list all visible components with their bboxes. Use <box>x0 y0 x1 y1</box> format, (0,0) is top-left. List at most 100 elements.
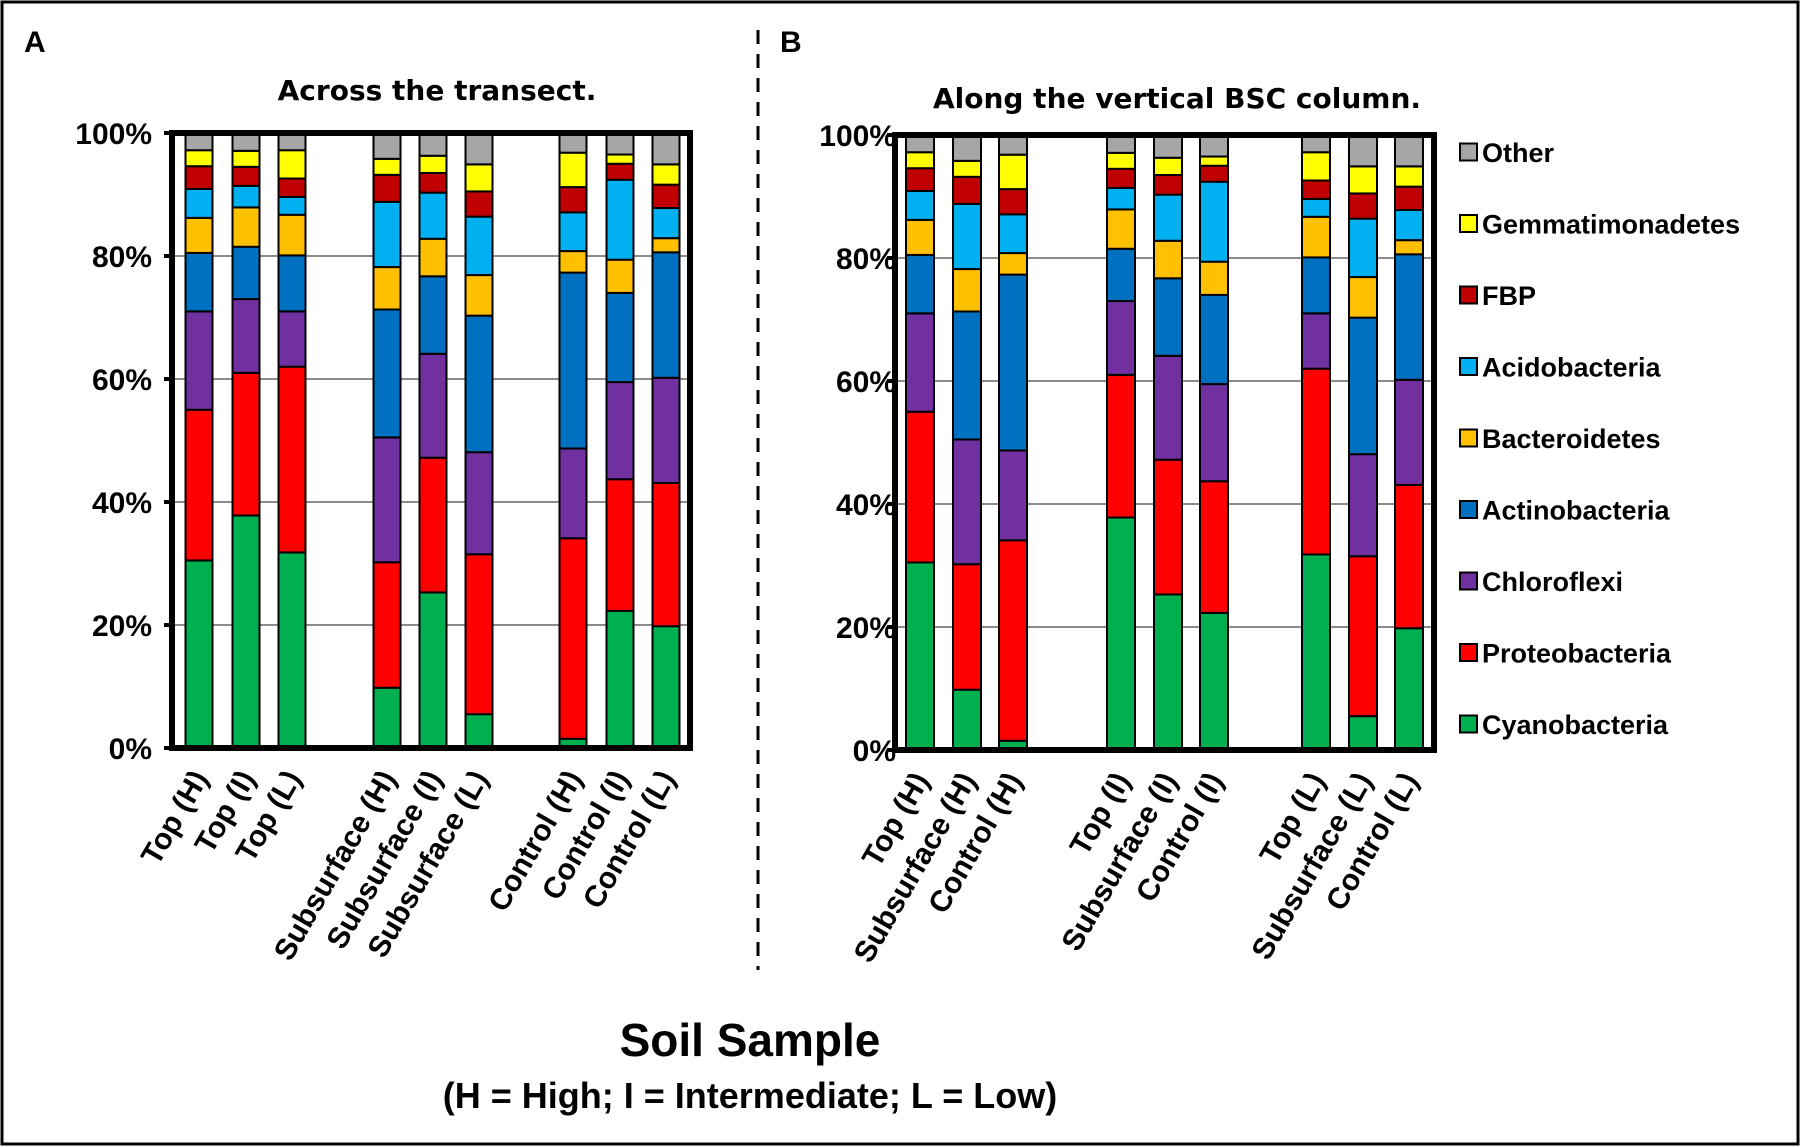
panel-b-bar-control-h-proteobacteria <box>998 539 1028 742</box>
panel-a-bar-top-i-fbp <box>231 165 261 187</box>
panel-a-bar-subsurface-l-acidobacteria <box>464 215 494 277</box>
panel-a-bar-control-l-gemmatimonadetes <box>651 163 681 186</box>
panel-a-bar-subsurface-i-actinobacteria <box>418 275 448 355</box>
x-axis-subtitle: (H = High; I = Intermediate; L = Low) <box>443 1075 1057 1116</box>
legend-label-cyanobacteria: Cyanobacteria <box>1482 710 1669 740</box>
panel-a-bar-control-i-fbp <box>605 162 635 181</box>
panel-a-bar-top-i-proteobacteria <box>231 371 261 517</box>
panel-a-bar-subsurface-i-chloroflexi <box>418 352 448 459</box>
panel-b-bar-subsurface-l-bacteroidetes <box>1348 276 1378 319</box>
panel-a-bar-control-i-actinobacteria <box>605 291 635 384</box>
panel-a-bar-control-i-other <box>605 132 635 156</box>
panel-a-bar-control-i-acidobacteria <box>605 178 635 261</box>
legend-swatch-other <box>1459 142 1478 162</box>
panel-b-bar-control-i-acidobacteria <box>1199 180 1229 263</box>
panel-a-y-tick-label: 60% <box>92 364 152 397</box>
panel-b-bar-top-i-cyanobacteria <box>1106 516 1136 752</box>
legend-swatch-bacteroidetes <box>1459 428 1478 448</box>
panel-a-bar-subsurface-h-cyanobacteria <box>372 686 402 749</box>
panel-b-bar-control-l-gemmatimonadetes <box>1394 165 1424 188</box>
panel-a-bar-top-i-actinobacteria <box>231 245 261 301</box>
panel-b-bar-subsurface-h-proteobacteria <box>952 563 982 691</box>
panel-b-bar-control-l-other <box>1394 134 1424 168</box>
panel-b-bar-top-h-actinobacteria <box>905 253 935 315</box>
panel-b-bar-subsurface-i-acidobacteria <box>1153 193 1183 242</box>
panel-b-bar-top-h-gemmatimonadetes <box>905 151 935 170</box>
panel-a-bar-control-l-bacteroidetes <box>651 237 681 254</box>
panel-b-bar-top-i-chloroflexi <box>1106 300 1136 376</box>
panel-b-bar-control-l-actinobacteria <box>1394 253 1424 381</box>
panel-a-bar-top-i-cyanobacteria <box>231 514 261 750</box>
legend-swatch-cyanobacteria <box>1459 714 1478 734</box>
panel-b-bar-control-i-bacteroidetes <box>1199 260 1229 296</box>
panel-a-bar-top-h-fbp <box>184 165 214 190</box>
panel-b-bar-subsurface-h-cyanobacteria <box>952 688 982 751</box>
panel-a-bar-subsurface-h-proteobacteria <box>372 561 402 689</box>
panel-b-bar-control-i-fbp <box>1199 164 1229 183</box>
panel-a-bar-subsurface-i-other <box>418 132 448 157</box>
panel-a-bar-control-i-proteobacteria <box>605 478 635 612</box>
panel-b-bar-control-i-proteobacteria <box>1199 480 1229 614</box>
panel-b-bar-subsurface-i-cyanobacteria <box>1153 593 1183 752</box>
panel-a-bar-subsurface-l-bacteroidetes <box>464 274 494 317</box>
panel-a-bar-control-h-gemmatimonadetes <box>558 151 588 189</box>
panel-a-bar-top-i-chloroflexi <box>231 298 261 374</box>
panel-a-bar-top-h-proteobacteria <box>184 408 214 562</box>
panel-b-y-tick-label: 40% <box>836 489 896 522</box>
legend-label-bacteroidetes: Bacteroidetes <box>1482 424 1661 454</box>
panel-a-bar-subsurface-l-fbp <box>464 190 494 218</box>
panel-b-y-tick-label: 0% <box>853 735 896 768</box>
panel-a-bar-top-l-cyanobacteria <box>277 551 307 749</box>
panel-b-bar-top-h-bacteroidetes <box>905 218 935 256</box>
panel-a-bar-control-l-actinobacteria <box>651 251 681 379</box>
panel-a-bar-subsurface-i-cyanobacteria <box>418 591 448 750</box>
panel-a-bar-top-h-cyanobacteria <box>184 559 214 749</box>
panel-a-bar-subsurface-i-proteobacteria <box>418 456 448 594</box>
legend: Other Gemmatimonadetes FBP Acidobacteria Bac… <box>1459 138 1740 740</box>
panel-b-bar-top-l-cyanobacteria <box>1301 553 1331 751</box>
panel-b-bar-top-i-fbp <box>1106 167 1136 189</box>
panel-b-axes-frame <box>892 132 1437 753</box>
panel-b-bar-top-l-bacteroidetes <box>1301 215 1331 259</box>
panel-b-bar-control-l-chloroflexi <box>1394 378 1424 486</box>
panel-a-bar-subsurface-h-other <box>372 132 402 160</box>
panel-a-bar-subsurface-h-actinobacteria <box>372 308 402 439</box>
panel-b-bar-subsurface-l-cyanobacteria <box>1348 715 1378 751</box>
panel-a-bar-top-h-bacteroidetes <box>184 216 214 254</box>
panel-a-bar-control-i-gemmatimonadetes <box>605 153 635 165</box>
legend-label-fbp: FBP <box>1482 281 1536 311</box>
panel-b-bar-subsurface-l-chloroflexi <box>1348 453 1378 558</box>
panel-a-bar-control-h-actinobacteria <box>558 271 588 450</box>
panel-b-bar-control-h-fbp <box>998 188 1028 216</box>
panel-b-bar-subsurface-l-actinobacteria <box>1348 316 1378 456</box>
panel-a-y-tick-label: 0% <box>109 733 152 766</box>
panel-b-bar-top-i-proteobacteria <box>1106 373 1136 519</box>
panel-a-bar-control-h-bacteroidetes <box>558 250 588 274</box>
legend-swatch-acidobacteria <box>1459 357 1478 376</box>
panel-a-bar-control-l-acidobacteria <box>651 207 681 240</box>
legend-swatch-proteobacteria <box>1459 643 1478 662</box>
legend-label-chloroflexi: Chloroflexi <box>1482 567 1623 597</box>
panel-a-bar-subsurface-l-proteobacteria <box>464 553 494 716</box>
x-axis-title: Soil Sample <box>620 1014 881 1066</box>
panel-a-bar-control-i-chloroflexi <box>605 381 635 481</box>
panel-a-bar-top-h-gemmatimonadetes <box>184 149 214 168</box>
panel-b-bar-control-i-cyanobacteria <box>1199 611 1229 751</box>
panel-a-bar-top-l-gemmatimonadetes <box>277 149 307 180</box>
panel-b-bar-subsurface-h-chloroflexi <box>952 438 982 566</box>
panel-a-letter: A <box>24 26 46 59</box>
panel-b-bar-control-l-proteobacteria <box>1394 483 1424 630</box>
panel-b-bar-top-i-actinobacteria <box>1106 247 1136 303</box>
legend-swatch-actinobacteria <box>1459 500 1478 519</box>
panel-a-bar-control-h-proteobacteria <box>558 537 588 740</box>
panel-b-bar-subsurface-h-gemmatimonadetes <box>952 159 982 178</box>
panel-b-y-tick-label: 20% <box>836 612 896 645</box>
panel-b-bar-top-l-acidobacteria <box>1301 197 1331 218</box>
panel-b-bar-control-l-acidobacteria <box>1394 209 1424 242</box>
panel-a-bar-subsurface-l-gemmatimonadetes <box>464 163 494 193</box>
panel-b-bar-top-l-gemmatimonadetes <box>1301 151 1331 182</box>
panel-b-bar-control-h-acidobacteria <box>998 213 1028 255</box>
legend-swatch-chloroflexi <box>1459 571 1478 591</box>
